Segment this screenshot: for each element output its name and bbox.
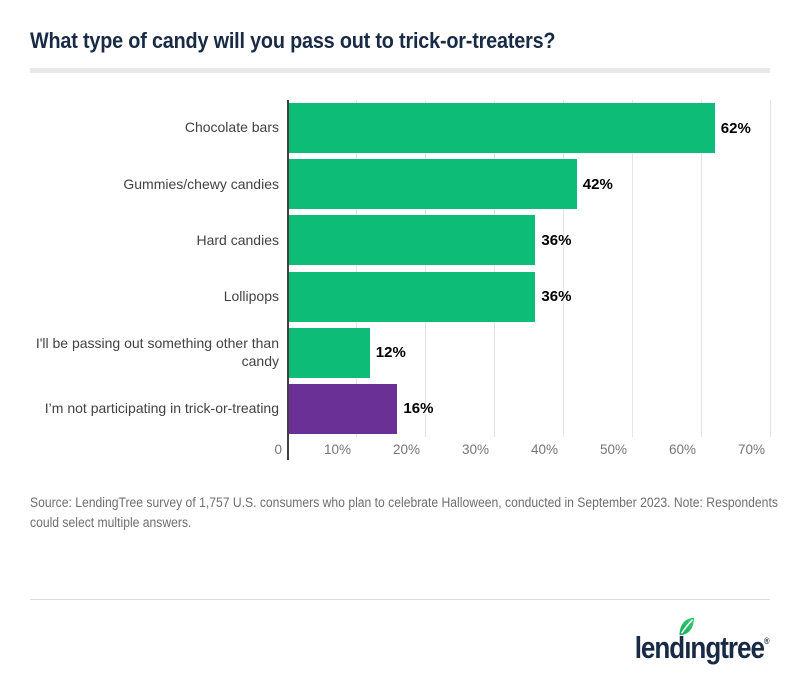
- bar: [287, 103, 715, 154]
- gridline: [424, 100, 426, 437]
- gridline: [632, 100, 633, 437]
- x-tick: 70%: [737, 442, 765, 457]
- bar-track: 42%: [287, 159, 770, 210]
- category-label: I'll be passing out something other than…: [35, 335, 279, 369]
- bar-row: Chocolate bars 62%: [30, 100, 770, 156]
- logo-letter-i: ı: [679, 617, 695, 666]
- leaf-icon: [679, 617, 695, 636]
- x-tick: 0: [274, 442, 282, 457]
- footer-branding: lendı ngtree®: [609, 617, 770, 666]
- footer-divider: [30, 599, 770, 600]
- x-tick: 40%: [530, 442, 558, 457]
- category-label: I’m not participating in trick-or-treati…: [44, 400, 279, 417]
- category-label: Gummies/chewy candies: [123, 175, 279, 192]
- category-label: Lollipops: [223, 287, 279, 304]
- bar-track: 36%: [287, 271, 770, 322]
- x-tick: 30%: [461, 442, 489, 457]
- bar-row: Lollipops 36%: [30, 269, 770, 325]
- source-note-line2: could select multiple answers.: [30, 515, 192, 530]
- bar: [287, 327, 370, 378]
- bar-track: 62%: [287, 103, 770, 154]
- x-tick: 20%: [392, 442, 420, 457]
- gridline: [563, 100, 564, 437]
- plot-area: [287, 100, 771, 437]
- title-divider: [30, 68, 770, 73]
- x-tick: 10%: [323, 442, 351, 457]
- y-axis-line: [287, 100, 289, 460]
- source-note-line1: Source: LendingTree survey of 1,757 U.S.…: [30, 495, 778, 510]
- value-label: 36%: [541, 288, 572, 306]
- bar: [287, 271, 536, 322]
- bar: [287, 159, 577, 210]
- bar: [287, 215, 536, 266]
- value-label: 12%: [375, 344, 406, 362]
- x-axis: 0 10% 20% 30% 40% 50% 60% 70%: [274, 437, 770, 463]
- category-label: Chocolate bars: [184, 119, 279, 136]
- infographic-card: What type of candy will you pass out to …: [0, 28, 800, 673]
- registered-trademark: ®: [764, 636, 770, 646]
- category-label: Hard candies: [196, 231, 280, 248]
- bar-track: 36%: [287, 215, 770, 266]
- lendingtree-logo: lendı ngtree®: [635, 617, 770, 666]
- value-label: 36%: [541, 231, 572, 249]
- bar-track: 12%: [287, 327, 770, 378]
- logo-text-tail: ngtree: [690, 630, 766, 665]
- gridline: [770, 100, 771, 437]
- bar-chart: Chocolate bars 62% Gummies/chewy candies…: [30, 100, 771, 463]
- gridline: [493, 100, 495, 437]
- gridline: [355, 100, 357, 437]
- value-label: 42%: [582, 175, 613, 193]
- x-tick: 50%: [599, 442, 627, 457]
- gridline: [701, 100, 702, 437]
- bar-row: I'll be passing out something other than…: [30, 325, 770, 381]
- bar-track: 16%: [287, 383, 770, 434]
- chart-title: What type of candy will you pass out to …: [30, 28, 556, 53]
- bar-rows: Chocolate bars 62% Gummies/chewy candies…: [30, 100, 770, 437]
- value-label: 62%: [720, 119, 751, 137]
- source-note: Source: LendingTree survey of 1,757 U.S.…: [30, 493, 778, 533]
- bar-row: I’m not participating in trick-or-treati…: [30, 381, 770, 437]
- x-tick: 60%: [668, 442, 696, 457]
- bar: [287, 383, 398, 434]
- value-label: 16%: [403, 400, 434, 418]
- bar-row: Gummies/chewy candies 42%: [30, 156, 770, 212]
- bar-row: Hard candies 36%: [30, 212, 770, 268]
